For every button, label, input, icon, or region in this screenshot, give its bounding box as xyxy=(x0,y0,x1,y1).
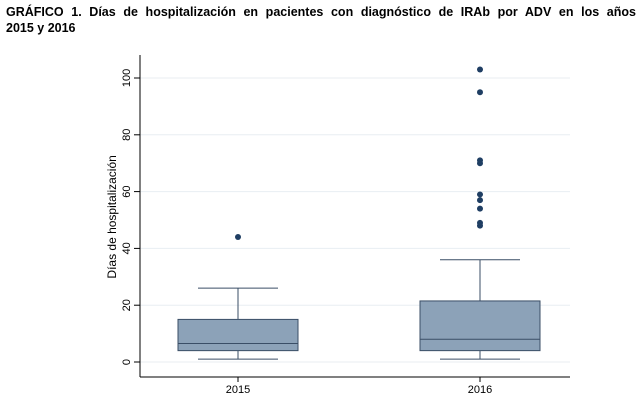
x-tick-label: 2015 xyxy=(226,384,250,396)
iqr-box xyxy=(177,318,299,352)
box-plots xyxy=(177,66,541,360)
x-ticks: 2015 2016 xyxy=(226,377,492,396)
iqr-box xyxy=(419,300,541,352)
chart-title-line-1: GRÁFICO 1. Días de hospitalización en pa… xyxy=(6,5,636,19)
outlier-point xyxy=(477,66,483,73)
y-tick-label: 20 xyxy=(121,299,133,311)
chart-title-line-2: 2015 y 2016 xyxy=(6,21,76,35)
outlier-point xyxy=(477,205,483,212)
y-ticks: 0 20 40 60 80 100 xyxy=(121,69,140,365)
box-plot-2016 xyxy=(419,66,541,360)
outlier-point xyxy=(477,160,483,167)
outlier-point xyxy=(477,222,483,229)
x-tick-label: 2016 xyxy=(468,384,492,396)
y-tick-label: 40 xyxy=(121,242,133,254)
y-tick-label: 80 xyxy=(121,129,133,141)
y-axis-label: Días de hospitalización xyxy=(105,155,119,278)
y-tick-label: 0 xyxy=(121,359,133,365)
y-tick-label: 100 xyxy=(121,69,133,87)
box-plot-2015 xyxy=(177,234,299,360)
outlier-point xyxy=(477,197,483,204)
outlier-point xyxy=(477,89,483,96)
outlier-point xyxy=(235,234,241,241)
y-tick-label: 60 xyxy=(121,185,133,197)
outlier-point xyxy=(477,191,483,198)
